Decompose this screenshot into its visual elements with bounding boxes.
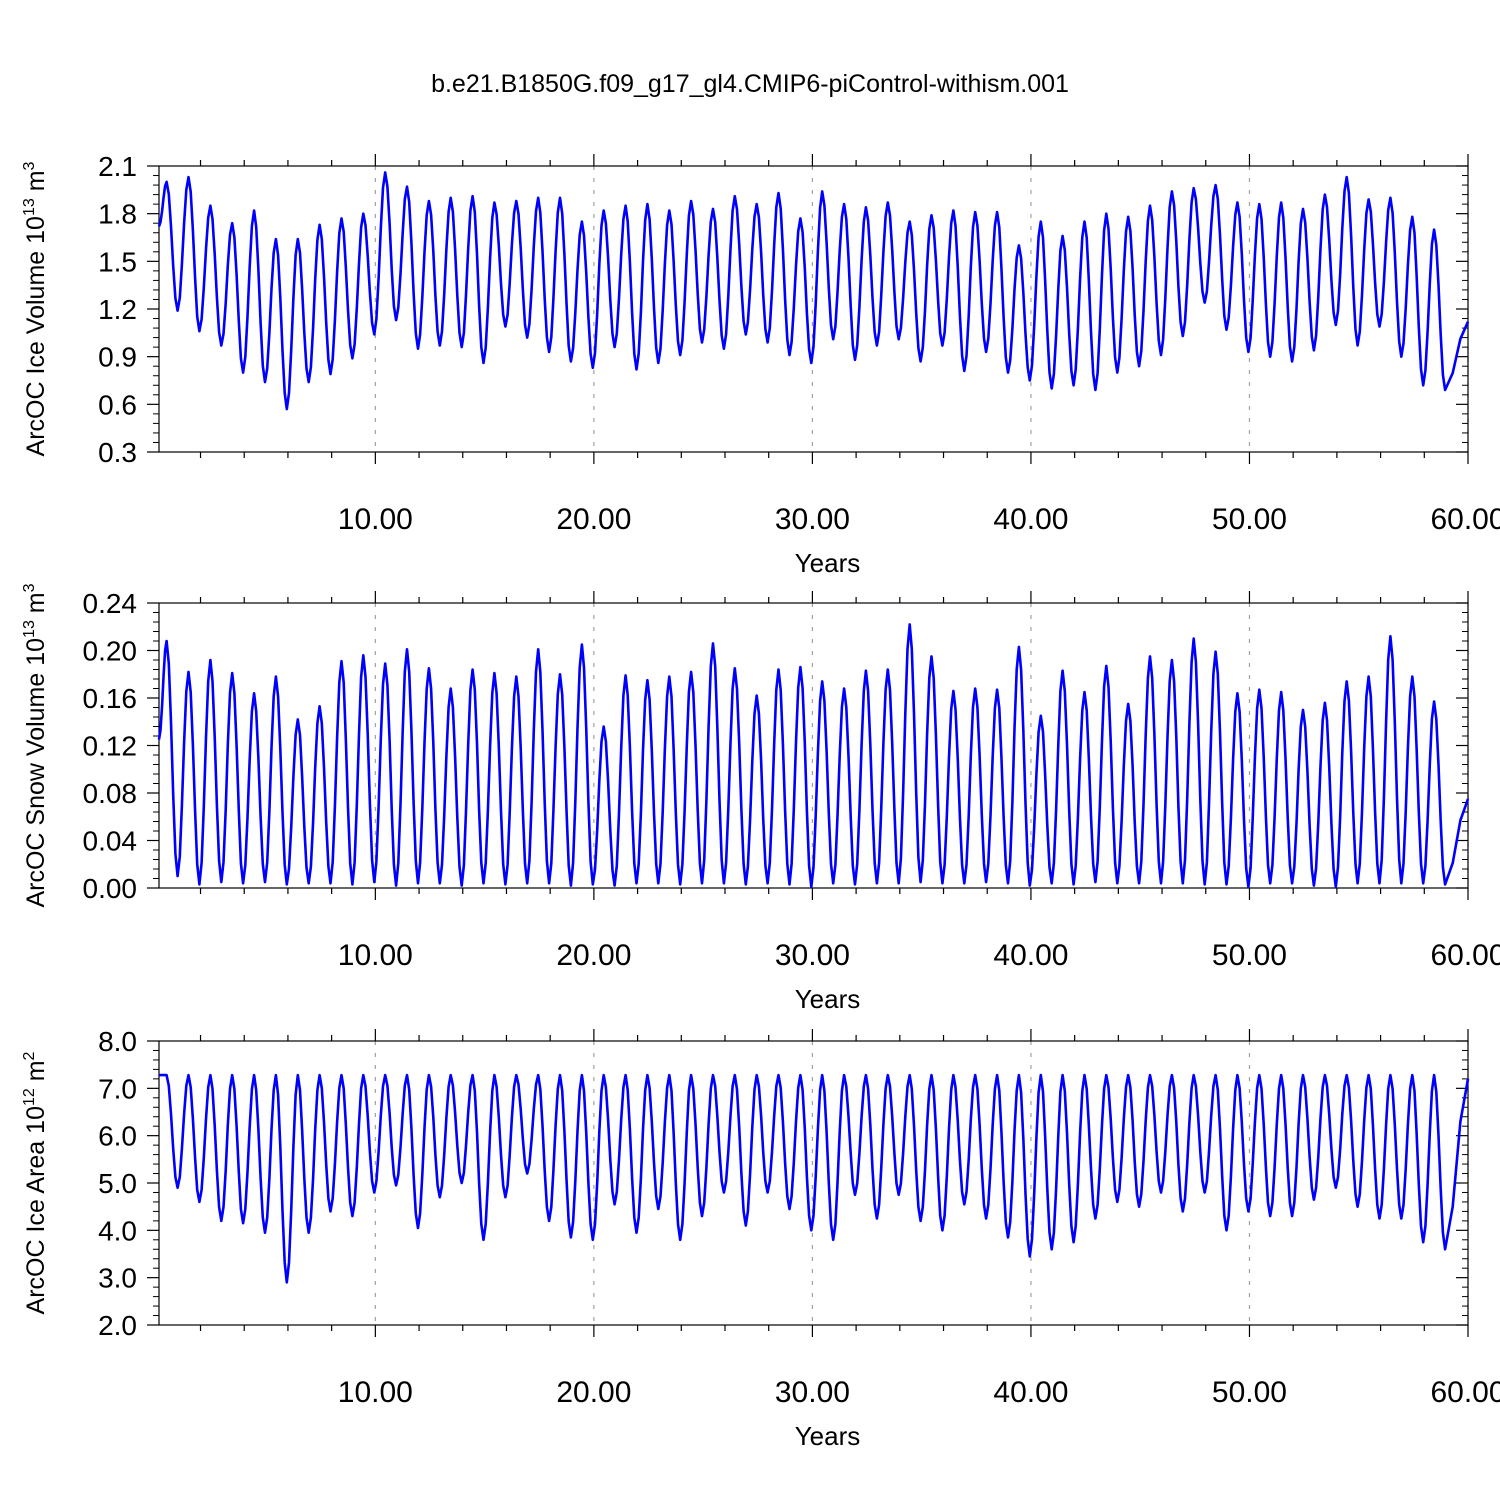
x-tick-label: 60.00 (1430, 939, 1500, 972)
y-axis-label-unit-exponent: 3 (21, 161, 38, 170)
x-tick-label: 50.00 (1212, 503, 1287, 536)
panel-1: 0.3 0.6 0.9 1.2 1.5 1.8 2.1 10.00 20.00 30.00 40.0… (21, 151, 1500, 578)
x-tick-label: 30.00 (775, 939, 850, 972)
y-tick-label: 0.9 (98, 342, 137, 373)
x-axis-label: Years (795, 548, 861, 578)
x-tick-label: 20.00 (556, 1376, 631, 1409)
y-axis-label-unit: m (22, 1060, 50, 1088)
y-axis-label-text: ArcOC Ice Volume 10 (22, 216, 50, 456)
y-axis-label-unit-exponent: 3 (21, 583, 38, 592)
y-axis-label-exponent: 13 (21, 620, 38, 638)
x-tick-label: 60.00 (1430, 503, 1500, 536)
y-tick-label: 1.5 (98, 246, 137, 277)
y-axis-label: ArcOC Snow Volume 1013 m3 (21, 583, 50, 907)
y-axis-label-text: ArcOC Snow Volume 10 (22, 638, 50, 908)
y-tick-label: 4.0 (98, 1215, 137, 1246)
series-line (157, 171, 1470, 411)
y-tick-label: 2.0 (98, 1310, 137, 1341)
y-axis-label-unit: m (22, 170, 50, 198)
x-tick-label: 10.00 (338, 1376, 413, 1409)
y-tick-label: 0.04 (83, 826, 138, 857)
panel-2: 0.00 0.04 0.08 0.12 0.16 0.20 0.24 10.00 20.00 30… (21, 583, 1500, 1014)
y-tick-label: 0.20 (83, 636, 138, 667)
y-tick-label: 0.3 (98, 437, 137, 468)
y-tick-label: 0.08 (83, 778, 138, 809)
y-tick-label: 0.00 (83, 873, 138, 904)
x-tick-label: 30.00 (775, 503, 850, 536)
y-tick-label: 0.24 (83, 588, 138, 619)
y-tick-label: 1.2 (98, 294, 137, 325)
y-axis-label-unit-exponent: 2 (21, 1051, 38, 1060)
x-tick-label: 40.00 (993, 939, 1068, 972)
y-axis-label: ArcOC Ice Volume 1013 m3 (21, 161, 50, 456)
x-tick-label: 60.00 (1430, 1376, 1500, 1409)
x-tick-label: 20.00 (556, 939, 631, 972)
y-tick-label: 0.16 (83, 683, 138, 714)
y-axis-label-exponent: 13 (21, 198, 38, 216)
y-tick-label: 6.0 (98, 1121, 137, 1152)
figure-title: b.e21.B1850G.f09_g17_gl4.CMIP6-piControl… (431, 70, 1069, 98)
series-line (159, 1073, 1470, 1284)
y-axis-label-text: ArcOC Ice Area 10 (22, 1106, 50, 1314)
y-axis-label-unit: m (22, 592, 50, 620)
x-tick-label: 40.00 (993, 503, 1068, 536)
x-tick-label: 40.00 (993, 1376, 1068, 1409)
y-tick-label: 2.1 (98, 151, 137, 182)
series-line (157, 623, 1470, 889)
panel-3: 2.0 3.0 4.0 5.0 6.0 7.0 8.0 10.00 20.00 30.00 40.0… (21, 1026, 1500, 1451)
y-axis-label: ArcOC Ice Area 1012 m2 (21, 1051, 50, 1314)
x-tick-label: 50.00 (1212, 1376, 1287, 1409)
y-tick-label: 7.0 (98, 1073, 137, 1104)
x-axis-label: Years (795, 1421, 861, 1451)
y-tick-label: 8.0 (98, 1026, 137, 1057)
x-tick-label: 30.00 (775, 1376, 850, 1409)
y-tick-label: 0.12 (83, 731, 138, 762)
x-tick-label: 10.00 (338, 503, 413, 536)
x-tick-label: 10.00 (338, 939, 413, 972)
x-axis-label: Years (795, 984, 861, 1014)
y-tick-label: 0.6 (98, 389, 137, 420)
x-tick-label: 50.00 (1212, 939, 1287, 972)
y-axis-label-exponent: 12 (21, 1088, 38, 1106)
y-tick-label: 1.8 (98, 199, 137, 230)
plot-frame (158, 165, 1469, 453)
y-tick-label: 3.0 (98, 1263, 137, 1294)
y-tick-label: 5.0 (98, 1168, 137, 1199)
x-tick-label: 20.00 (556, 503, 631, 536)
